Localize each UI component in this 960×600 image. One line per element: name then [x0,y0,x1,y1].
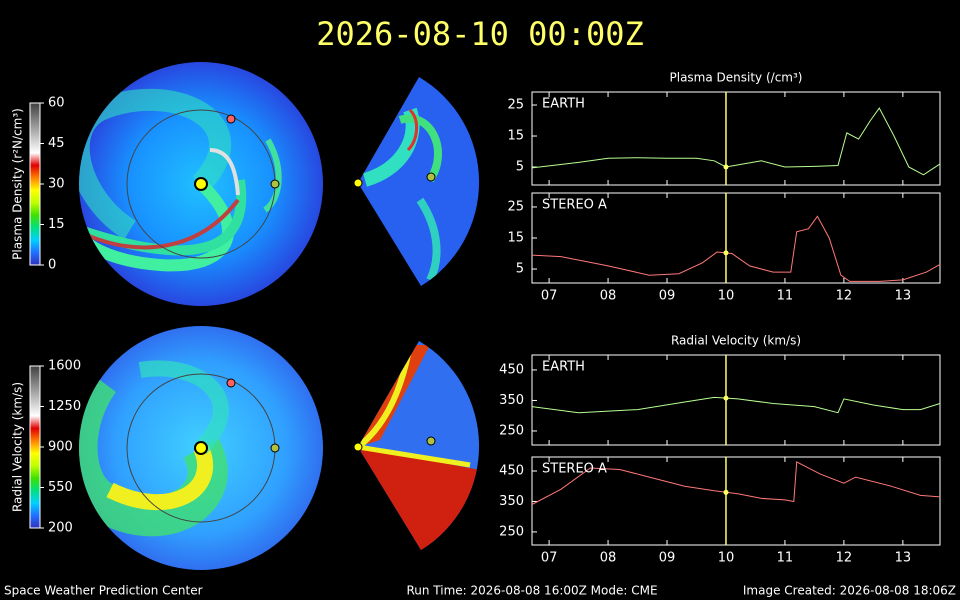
colorbar-tick-label: 0 [48,258,56,273]
x-tick-label: 09 [659,289,676,304]
y-tick-label: 450 [499,362,524,377]
colorbar-label: Radial Velocity (km/s) [11,382,25,512]
time-marker-dot [723,489,729,495]
y-tick-label: 250 [499,524,524,539]
colorbar-tick-label: 15 [48,217,65,232]
colorbar-tick-label: 900 [48,440,73,455]
colorbar [29,365,41,529]
x-tick-label: 12 [836,289,853,304]
density-map [79,62,480,306]
x-tick-label: 07 [541,551,558,566]
colorbar-tick-label: 30 [48,177,65,192]
y-tick-label: 5 [516,262,524,277]
colorbar-tick-label: 60 [48,96,65,111]
series-line [531,107,941,176]
colorbar [29,102,41,266]
time-title: 2026-08-10 00:00Z [316,15,644,53]
time-marker-dot [723,250,729,256]
colorbar-tick-label: 550 [48,480,73,495]
x-tick-label: 11 [777,289,794,304]
y-tick-label: 350 [499,494,524,509]
y-tick-label: 15 [507,231,524,246]
footer-right: Image Created: 2026-08-08 18:06Z [743,584,956,598]
y-tick-label: 15 [507,129,524,144]
chart-title: Plasma Density (/cm³) [670,71,803,85]
y-tick-label: 250 [499,423,524,438]
plot-frame [531,91,941,186]
velocity-map [79,326,480,570]
x-tick-label: 13 [895,289,912,304]
colorbar-tick-label: 1250 [48,399,81,414]
x-tick-label: 08 [600,551,617,566]
time-marker-dot [723,164,729,170]
colorbar-tick-label: 200 [48,521,73,536]
time-marker-dot [723,395,729,401]
series-label: EARTH [542,360,585,375]
series-label: STEREO A [542,462,607,477]
y-tick-label: 450 [499,464,524,479]
x-tick-label: 13 [895,551,912,566]
footer-center: Run Time: 2026-08-08 16:00Z Mode: CME [406,584,657,598]
x-tick-label: 07 [541,289,558,304]
y-tick-label: 25 [507,98,524,113]
colorbar-tick-label: 1600 [48,359,81,374]
x-tick-label: 10 [718,551,735,566]
series-label: EARTH [542,97,585,112]
series-line [531,461,941,505]
x-tick-label: 11 [777,551,794,566]
chart-title: Radial Velocity (km/s) [671,334,801,348]
y-tick-label: 5 [516,160,524,175]
x-tick-label: 10 [718,289,735,304]
colorbar-tick-label: 45 [48,136,65,151]
y-tick-label: 350 [499,393,524,408]
series-line [531,215,941,282]
colorbar-label: Plasma Density (r²N/cm³) [11,108,25,260]
series-line [531,396,941,414]
x-tick-label: 12 [836,551,853,566]
x-tick-label: 09 [659,551,676,566]
x-tick-label: 08 [600,289,617,304]
series-label: STEREO A [542,198,607,213]
footer-left: Space Weather Prediction Center [4,584,203,598]
y-tick-label: 25 [507,199,524,214]
plot-frame [531,354,941,446]
